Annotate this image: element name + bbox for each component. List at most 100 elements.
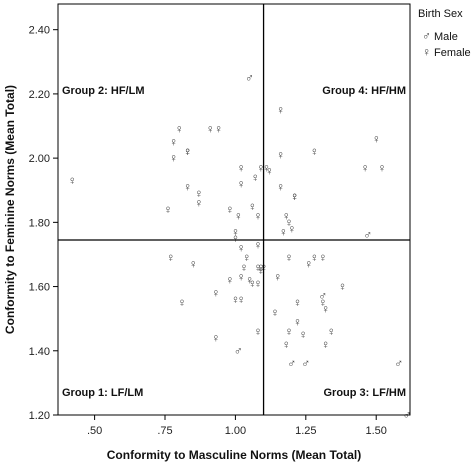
legend-title: Birth Sex <box>418 8 463 20</box>
female-data-point: ♀ <box>282 209 291 223</box>
male-data-point: ♂ <box>363 228 372 242</box>
data-points: ♂♂♂♂♂ ♂ ♂♂♀♀♀♀ ♀♀♀ ♀♀♀♀♀ ♀♀♀ ♀♀♀♀♀ ♀♀♀♀ ♀♀♀♀♀ ♀ ♀ ♀… <box>68 71 412 422</box>
female-data-point: ♀ <box>237 161 246 175</box>
female-data-point: ♀ <box>183 145 192 159</box>
legend-male-symbol-icon: ♂ <box>422 29 431 43</box>
female-data-point: ♀ <box>245 273 254 287</box>
male-data-point: ♂ <box>287 357 296 371</box>
female-data-point: ♀ <box>194 186 203 200</box>
female-data-point: ♀ <box>183 180 192 194</box>
quadrant-label-group3: Group 3: LF/HM <box>324 387 407 399</box>
female-data-point: ♀ <box>310 251 319 265</box>
female-data-point: ♀ <box>68 174 77 188</box>
female-data-point: ♀ <box>293 296 302 310</box>
female-data-point: ♀ <box>318 251 327 265</box>
female-data-point: ♀ <box>282 337 291 351</box>
female-data-point: ♀ <box>256 161 265 175</box>
female-data-point: ♀ <box>253 209 262 223</box>
y-tick-label: 1.80 <box>29 217 50 229</box>
female-data-point: ♀ <box>163 203 172 217</box>
male-data-point: ♂ <box>318 289 327 303</box>
female-data-point: ♀ <box>248 276 257 290</box>
female-data-point: ♀ <box>214 122 223 136</box>
x-axis-ticks: .50 .75 1.00 1.25 1.50 <box>87 415 387 437</box>
female-data-point: ♀ <box>284 251 293 265</box>
y-axis-ticks: 1.20 1.40 1.60 1.80 2.00 2.20 2.40 <box>29 25 58 422</box>
female-data-point: ♀ <box>298 328 307 342</box>
female-data-point: ♀ <box>321 337 330 351</box>
female-data-point: ♀ <box>251 170 260 184</box>
female-data-point: ♀ <box>273 270 282 284</box>
y-tick-label: 1.40 <box>29 346 50 358</box>
female-data-point: ♀ <box>169 135 178 149</box>
female-data-point: ♀ <box>242 251 251 265</box>
female-data-point: ♀ <box>237 177 246 191</box>
female-data-point: ♀ <box>253 325 262 339</box>
female-data-point: ♀ <box>290 190 299 204</box>
y-tick-label: 2.20 <box>29 89 50 101</box>
x-axis-title: Conformity to Masculine Norms (Mean Tota… <box>107 448 361 462</box>
female-data-point: ♀ <box>304 257 313 271</box>
male-data-point: ♂ <box>245 71 254 85</box>
male-data-point: ♂ <box>394 357 403 371</box>
legend-male-label: Male <box>434 31 458 43</box>
x-tick-label: .75 <box>157 425 172 437</box>
female-data-point: ♀ <box>177 296 186 310</box>
female-data-point: ♀ <box>293 315 302 329</box>
female-data-point: ♀ <box>256 264 265 278</box>
x-tick-label: 1.50 <box>365 425 386 437</box>
female-data-point: ♀ <box>360 161 369 175</box>
plot-frame <box>57 3 411 416</box>
legend-female-label: Female <box>434 47 471 59</box>
female-data-point: ♀ <box>262 161 271 175</box>
female-data-point: ♀ <box>265 164 274 178</box>
female-data-point: ♀ <box>284 215 293 229</box>
female-data-point: ♀ <box>237 241 246 255</box>
female-data-point: ♀ <box>166 251 175 265</box>
female-data-point: ♀ <box>225 203 234 217</box>
legend: Birth Sex ♂ Male ♀ Female <box>418 8 471 59</box>
female-data-point: ♀ <box>279 225 288 239</box>
female-data-point: ♀ <box>211 286 220 300</box>
female-data-point: ♀ <box>253 276 262 290</box>
female-data-point: ♀ <box>194 196 203 210</box>
female-data-point: ♀ <box>372 132 381 146</box>
male-data-point: ♂ <box>301 357 310 371</box>
quadrant-label-group2: Group 2: HF/LM <box>62 85 145 97</box>
y-tick-label: 1.20 <box>29 410 50 422</box>
female-data-point: ♀ <box>253 260 262 274</box>
female-data-point: ♀ <box>276 180 285 194</box>
female-data-point: ♀ <box>256 260 265 274</box>
female-data-point: ♀ <box>276 103 285 117</box>
female-data-point: ♀ <box>377 161 386 175</box>
female-data-point: ♀ <box>237 292 246 306</box>
female-data-point: ♀ <box>211 331 220 345</box>
female-data-point: ♀ <box>321 302 330 316</box>
female-data-point: ♀ <box>175 122 184 136</box>
reference-lines <box>58 4 410 415</box>
female-data-point: ♀ <box>338 280 347 294</box>
female-data-point: ♀ <box>284 325 293 339</box>
female-data-point: ♀ <box>327 325 336 339</box>
female-data-point: ♀ <box>189 257 198 271</box>
female-data-point: ♀ <box>225 273 234 287</box>
legend-female-symbol-icon: ♀ <box>422 45 431 59</box>
female-data-point: ♀ <box>183 145 192 159</box>
y-tick-label: 2.00 <box>29 153 50 165</box>
x-tick-label: 1.25 <box>295 425 316 437</box>
quadrant-label-group1: Group 1: LF/LM <box>62 387 143 399</box>
female-data-point: ♀ <box>231 225 240 239</box>
female-data-point: ♀ <box>169 151 178 165</box>
female-data-point: ♀ <box>318 296 327 310</box>
x-tick-label: 1.00 <box>225 425 246 437</box>
female-data-point: ♀ <box>287 222 296 236</box>
female-data-point: ♀ <box>276 148 285 162</box>
female-data-point: ♀ <box>270 305 279 319</box>
female-data-point: ♀ <box>253 238 262 252</box>
female-data-point: ♀ <box>290 190 299 204</box>
male-data-point: ♂ <box>234 344 243 358</box>
female-data-point: ♀ <box>310 145 319 159</box>
y-tick-label: 1.60 <box>29 282 50 294</box>
female-data-point: ♀ <box>239 260 248 274</box>
